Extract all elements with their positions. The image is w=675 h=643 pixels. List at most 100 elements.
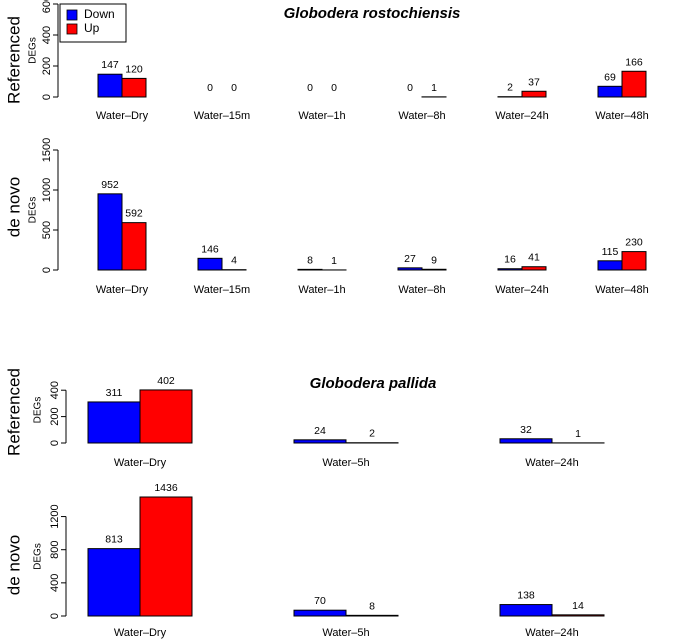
panel1-category-label: Water–48h	[595, 110, 648, 122]
panel4-y-tick-label: 0	[49, 613, 61, 619]
panel3-title: Globodera pallida	[310, 375, 437, 392]
panel2-category-label: Water–15m	[194, 284, 250, 296]
panel2-y-tick-label: 500	[41, 221, 53, 239]
panel1-value-label-up: 1	[431, 82, 437, 94]
panel1-y-tick-label: 200	[41, 57, 53, 75]
panel2-value-label-up: 41	[528, 252, 540, 264]
panel4-y-label: DEGs	[33, 543, 44, 570]
panel4-value-label-up: 8	[369, 600, 375, 612]
panel2-bar-down	[197, 257, 223, 271]
panel1-value-label-down: 69	[604, 71, 616, 83]
panel3-value-label-up: 2	[369, 428, 375, 440]
panel4-bar-down	[499, 604, 553, 617]
panel2-bar-up	[421, 268, 447, 271]
panel1-value-label-up: 0	[331, 82, 337, 94]
panel2-category-label: Water–24h	[495, 284, 548, 296]
panel1-bar-up	[121, 77, 147, 98]
panel4-value-label-down: 138	[517, 590, 535, 602]
panel1-value-label-up: 120	[125, 63, 143, 75]
panel1-value-label-down: 0	[307, 82, 313, 94]
panel4-value-label-down: 70	[314, 595, 326, 607]
panel2-category-label: Water–48h	[595, 284, 648, 296]
panel1-y-tick-label: 0	[41, 94, 53, 100]
panel3-bar-down	[293, 439, 347, 444]
panel3-value-label-up: 402	[157, 375, 175, 387]
panel2-bar-up	[521, 266, 547, 271]
panel4-bar-down	[87, 548, 141, 617]
panel2-category-label: Water–8h	[398, 284, 445, 296]
panel1-value-label-up: 0	[231, 82, 237, 94]
panel1-bar-up	[521, 90, 547, 98]
panel1-category-label: Water–8h	[398, 110, 445, 122]
panel2-value-label-down: 146	[201, 243, 219, 255]
panel2-y-label: DEGs	[28, 197, 39, 224]
panel1-y-tick-label: 400	[41, 26, 53, 44]
panel4-value-label-up: 14	[572, 600, 584, 612]
panel1-value-label-down: 0	[207, 82, 213, 94]
panel1-y-tick-label: 600	[41, 0, 53, 13]
panel2-bar-up	[621, 251, 647, 271]
panel3-y-label: DEGs	[33, 397, 44, 424]
panel1-value-label-down: 0	[407, 82, 413, 94]
panel4-category-label: Water–5h	[322, 627, 369, 639]
panel3-bar-down	[87, 401, 141, 444]
panel3-row-label: Referenced	[4, 368, 23, 456]
panel4-bar-up	[551, 614, 605, 617]
panel1-bar-up	[621, 70, 647, 98]
panel2-y-tick-label: 0	[41, 267, 53, 273]
panel4-row-label: de novo	[4, 535, 23, 596]
panel3-y-tick-label: 0	[49, 440, 61, 446]
panel2-bar-down	[397, 267, 423, 271]
panel1-bar-down	[597, 85, 623, 98]
panel4-category-label: Water–Dry	[114, 627, 167, 639]
panel3-y-tick-label: 200	[49, 407, 61, 425]
panel2-bar-down	[597, 260, 623, 271]
panel4-y-tick-label: 400	[49, 574, 61, 592]
panel2-value-label-down: 952	[101, 179, 119, 191]
panel4-y-tick-label: 1200	[49, 504, 61, 528]
panel2-value-label-up: 9	[431, 254, 437, 266]
panel1-title: Globodera rostochiensis	[284, 5, 461, 22]
panel4-bar-up	[345, 614, 399, 617]
panel3-value-label-down: 24	[314, 425, 326, 437]
panel4-value-label-down: 813	[105, 534, 123, 546]
panel3-value-label-up: 1	[575, 428, 581, 440]
panel2-value-label-down: 115	[602, 246, 619, 258]
panel4-y-tick-label: 800	[49, 541, 61, 559]
panel4-category-label: Water–24h	[525, 627, 578, 639]
panel2-category-label: Water–1h	[298, 284, 345, 296]
legend-label-down: Down	[84, 7, 115, 21]
panel2-y-tick-label: 1000	[41, 178, 53, 202]
panel2-bar-down	[497, 268, 523, 271]
panel2-value-label-up: 592	[125, 208, 143, 220]
panel4-value-label-up: 1436	[154, 482, 178, 494]
panel2-bar-up	[121, 222, 147, 271]
panel1-y-label: DEGs	[28, 37, 39, 64]
panel3-category-label: Water–Dry	[114, 457, 167, 469]
panel3-bar-up	[139, 389, 193, 444]
panel2-bar-down	[97, 193, 123, 271]
panel1-category-label: Water–Dry	[96, 110, 149, 122]
panel1-value-label-up: 37	[528, 76, 540, 88]
panel2-value-label-up: 1	[331, 255, 337, 267]
panel3-value-label-down: 32	[520, 424, 532, 436]
panel4-bar-down	[293, 609, 347, 617]
panel2-row-label: de novo	[4, 177, 23, 238]
panel1-category-label: Water–1h	[298, 110, 345, 122]
panel3-category-label: Water–5h	[322, 457, 369, 469]
legend-swatch-up	[66, 23, 78, 35]
panel3-value-label-down: 311	[106, 387, 123, 399]
panel2-bar-down	[297, 268, 323, 271]
panel1-value-label-down: 147	[101, 59, 119, 71]
panel1-category-label: Water–15m	[194, 110, 250, 122]
legend-swatch-down	[66, 9, 78, 21]
panel4-bar-up	[139, 496, 193, 617]
panel2-category-label: Water–Dry	[96, 284, 149, 296]
panel3-bar-down	[499, 438, 553, 444]
panel1-value-label-up: 166	[625, 56, 643, 68]
panel2-value-label-up: 4	[231, 255, 237, 267]
panel2-y-tick-label: 1500	[41, 138, 53, 162]
panel1-value-label-down: 2	[507, 82, 513, 94]
panel1-bar-down	[97, 73, 123, 98]
